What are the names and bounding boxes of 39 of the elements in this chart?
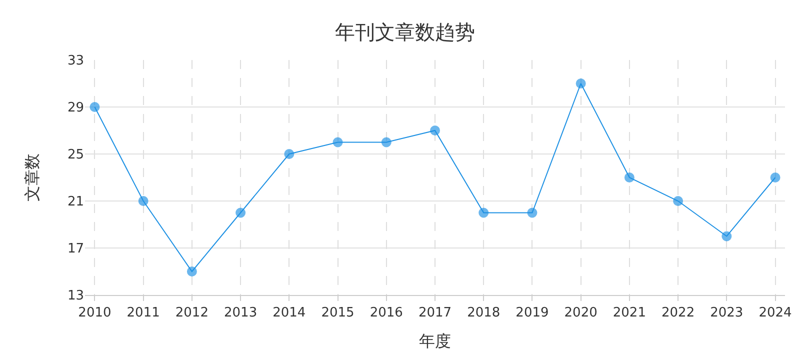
point: [90, 102, 100, 112]
x-axis-title: 年度: [419, 331, 451, 350]
x-tick-label: 2019: [516, 306, 549, 321]
x-tick-label: 2016: [370, 306, 403, 321]
chart-title: 年刊文章数趋势: [335, 20, 475, 44]
x-tick-label: 2013: [224, 306, 258, 321]
y-tick-label: 17: [67, 242, 84, 257]
y-tick-label: 13: [67, 288, 84, 304]
x-tick-label: 2014: [272, 306, 306, 321]
y-axis-title: 文章数: [22, 154, 42, 202]
point: [381, 137, 392, 148]
point: [430, 126, 440, 136]
x-tick-label: 2015: [321, 306, 354, 321]
point: [236, 208, 246, 218]
point: [478, 208, 489, 218]
y-tick-label: 29: [67, 100, 84, 116]
x-tick-label: 2022: [662, 306, 695, 321]
x-tick-label: 2018: [467, 306, 500, 321]
x-tick-label: 2017: [418, 306, 452, 321]
point: [527, 208, 538, 218]
point: [576, 78, 586, 88]
y-tick-label: 33: [67, 54, 84, 69]
point: [138, 196, 148, 206]
point: [770, 172, 780, 182]
x-tick-label: 2011: [126, 306, 160, 321]
y-tick-label: 25: [67, 148, 84, 163]
point: [624, 172, 634, 182]
x-tick-label: 2012: [175, 306, 208, 321]
x-tick-label: 2023: [710, 306, 744, 321]
point: [284, 149, 294, 159]
x-tick-label: 2021: [612, 306, 646, 321]
point: [186, 266, 197, 276]
x-tick-label: 2020: [564, 306, 598, 321]
point: [722, 231, 732, 242]
x-tick-label: 2010: [78, 306, 112, 321]
x-tick-label: 2024: [758, 306, 792, 321]
y-tick-label: 21: [67, 194, 84, 210]
point: [673, 196, 684, 206]
point: [332, 137, 343, 148]
